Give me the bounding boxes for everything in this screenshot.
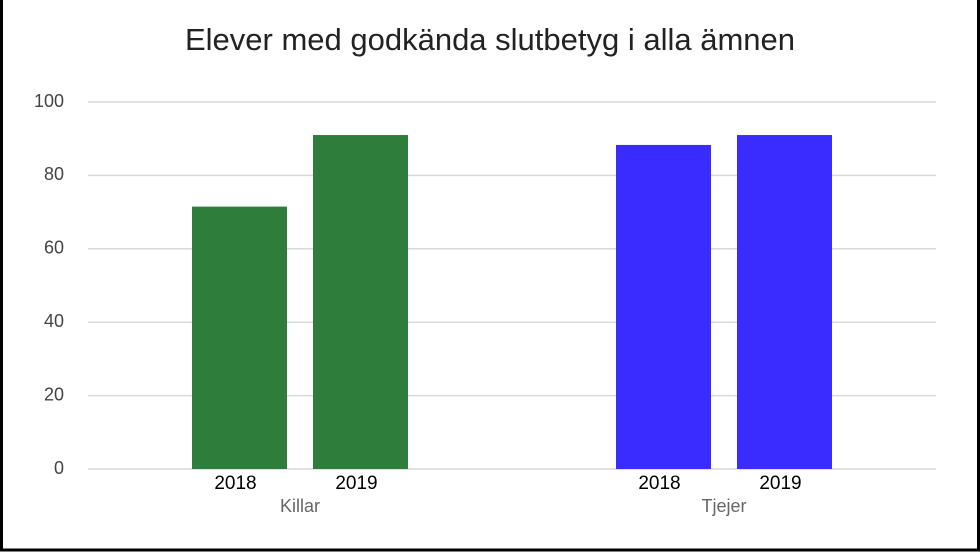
group-label: Killar [280, 496, 320, 516]
y-tick-label: 20 [44, 384, 64, 404]
chart-title: Elever med godkända slutbetyg i alla ämn… [185, 22, 795, 57]
bar [616, 144, 711, 469]
group-label: Tjejer [701, 496, 746, 516]
x-tick-label: 2018 [214, 473, 256, 494]
bar [192, 206, 287, 469]
y-tick-label: 80 [44, 164, 64, 184]
y-tick-label: 0 [54, 458, 64, 478]
x-tick-label: 2018 [638, 473, 680, 494]
y-tick-label: 60 [44, 238, 64, 258]
bar [737, 135, 832, 469]
bar [313, 135, 408, 469]
y-tick-label: 40 [44, 311, 64, 331]
x-tick-label: 2019 [759, 473, 801, 494]
x-tick-label: 2019 [335, 473, 377, 494]
y-tick-label: 100 [34, 91, 64, 111]
